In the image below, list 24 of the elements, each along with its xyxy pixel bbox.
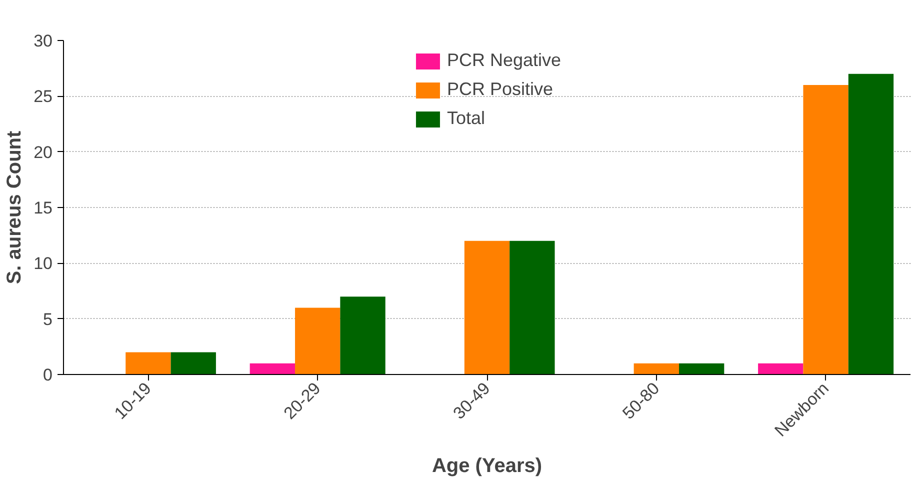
legend-label: PCR Negative: [446, 50, 562, 71]
legend-label: PCR Positive: [446, 79, 554, 100]
y-tick-label: 20: [34, 142, 53, 162]
bar: [634, 363, 679, 374]
bar: [170, 352, 216, 374]
bar: [250, 363, 296, 374]
y-tick-label: 5: [43, 310, 53, 329]
bar: [295, 308, 340, 374]
y-tick-label: 15: [34, 198, 53, 218]
legend-label: Total: [446, 108, 486, 129]
bar: [803, 85, 848, 374]
y-tick-label: 10: [34, 254, 53, 274]
bar: [758, 363, 804, 374]
bar: [464, 240, 510, 374]
x-axis-title: Age (Years): [432, 455, 542, 478]
y-tick-label: 30: [34, 32, 53, 50]
bar: [848, 74, 894, 374]
bar: [340, 296, 386, 374]
y-axis-title: S. aureus Count: [4, 130, 26, 284]
y-tick-label: 25: [34, 87, 53, 106]
bar: [126, 352, 171, 374]
bar: [678, 363, 724, 374]
bar: [510, 240, 555, 374]
y-tick-label: 0: [43, 366, 53, 384]
